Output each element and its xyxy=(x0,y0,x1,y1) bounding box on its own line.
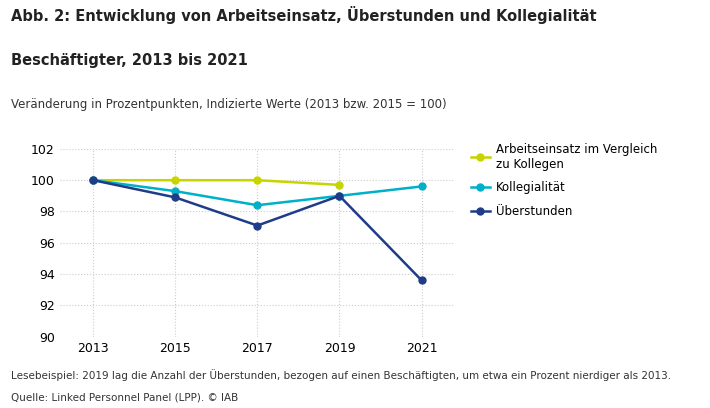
Text: Lesebeispiel: 2019 lag die Anzahl der Überstunden, bezogen auf einen Beschäftigt: Lesebeispiel: 2019 lag die Anzahl der Üb… xyxy=(11,369,671,381)
Text: Beschäftigter, 2013 bis 2021: Beschäftigter, 2013 bis 2021 xyxy=(11,53,248,68)
Legend: Arbeitseinsatz im Vergleich
zu Kollegen, Kollegialität, Überstunden: Arbeitseinsatz im Vergleich zu Kollegen,… xyxy=(471,142,657,218)
Text: Quelle: Linked Personnel Panel (LPP). © IAB: Quelle: Linked Personnel Panel (LPP). © … xyxy=(11,392,238,403)
Text: Veränderung in Prozentpunkten, Indizierte Werte (2013 bzw. 2015 = 100): Veränderung in Prozentpunkten, Indiziert… xyxy=(11,98,447,111)
Text: Abb. 2: Entwicklung von Arbeitseinsatz, Überstunden und Kollegialität: Abb. 2: Entwicklung von Arbeitseinsatz, … xyxy=(11,6,596,24)
